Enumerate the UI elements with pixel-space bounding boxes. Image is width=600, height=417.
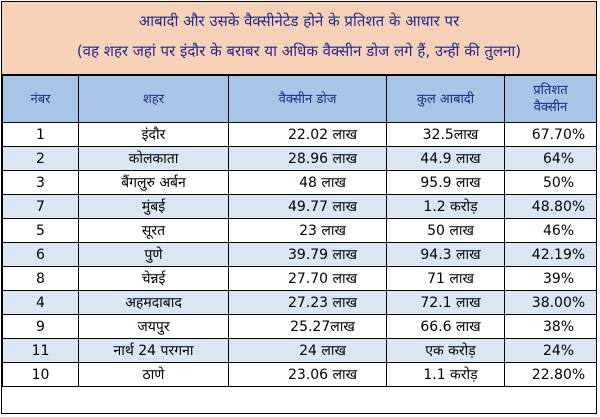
title-block: आबादी और उसके वैक्सीनेटेड होने के प्रतिश… — [2, 2, 596, 75]
row-doses: 22.02 लाख — [228, 122, 387, 147]
row-city: इंदौर — [78, 122, 229, 147]
table-row: 6 पुणे 39.79 लाख 94.3 लाख 42.19% — [2, 242, 597, 267]
row-percent: 64% — [504, 146, 597, 171]
row-percent: 39% — [504, 266, 597, 291]
table-row: 5 सूरत 23 लाख 50 लाख 46% — [2, 218, 597, 243]
row-percent: 38.00% — [504, 290, 597, 315]
row-number: 3 — [2, 170, 79, 195]
table-row: 4 अहमदाबाद 27.23 लाख 72.1 लाख 38.00% — [2, 290, 597, 315]
title-subtitle: (वह शहर जहां पर इंदौर के बराबर या अधिक व… — [76, 42, 522, 60]
header-percent: प्रतिशत वैक्सीन — [504, 75, 597, 123]
row-percent: 24% — [504, 338, 597, 363]
row-percent: 38% — [504, 314, 597, 339]
header-population: कुल आबादी — [386, 75, 505, 123]
row-doses: 24 लाख — [228, 338, 387, 363]
header-percent-line2: वैक्सीन — [533, 100, 568, 115]
row-city: बैंगलुरु अर्बन — [78, 170, 229, 195]
row-population: 1.1 करोड़ — [386, 362, 505, 387]
row-number: 9 — [2, 314, 79, 339]
row-number: 4 — [2, 290, 79, 315]
row-city: अहमदाबाद — [78, 290, 229, 315]
row-percent: 48.80% — [504, 194, 597, 219]
row-percent: 67.70% — [504, 122, 597, 147]
row-city: ठाणे — [78, 362, 229, 387]
row-number: 2 — [2, 146, 79, 171]
row-number: 6 — [2, 242, 79, 267]
row-doses: 48 लाख — [228, 170, 387, 195]
row-number: 8 — [2, 266, 79, 291]
row-population: 72.1 लाख — [386, 290, 505, 315]
row-population: 1.2 करोड़ — [386, 194, 505, 219]
table-body: 1 इंदौर 22.02 लाख 32.5लाख 67.70% 2 कोलकाता 28.9… — [2, 122, 597, 387]
row-number: 10 — [2, 362, 79, 387]
table-row: 7 मुंबई 49.77 लाख 1.2 करोड़ 48.80% — [2, 194, 597, 219]
row-doses: 49.77 लाख — [228, 194, 387, 219]
row-doses: 25.27लाख — [228, 314, 387, 339]
row-number: 1 — [2, 122, 79, 147]
row-doses: 27.70 लाख — [228, 266, 387, 291]
row-population: 95.9 लाख — [386, 170, 505, 195]
table-row: 10 ठाणे 23.06 लाख 1.1 करोड़ 22.80% — [2, 362, 597, 387]
table-header: नंबर शहर वैक्सीन डोज कुल आबादी प्रतिशत व… — [2, 75, 597, 123]
row-city: मुंबई — [78, 194, 229, 219]
row-city: नार्थ 24 परगना — [78, 338, 229, 363]
header-row: नंबर शहर वैक्सीन डोज कुल आबादी प्रतिशत व… — [2, 75, 597, 123]
row-population: 71 लाख — [386, 266, 505, 291]
row-city: जयपुर — [78, 314, 229, 339]
row-percent: 22.80% — [504, 362, 597, 387]
row-city: पुणे — [78, 242, 229, 267]
table-row: 2 कोलकाता 28.96 लाख 44.9 लाख 64% — [2, 146, 597, 171]
header-percent-line1: प्रतिशत — [533, 83, 568, 98]
row-population: 50 लाख — [386, 218, 505, 243]
row-population: एक करोड़ — [386, 338, 505, 363]
row-city: चेन्नई — [78, 266, 229, 291]
table-row: 11 नार्थ 24 परगना 24 लाख एक करोड़ 24% — [2, 338, 597, 363]
vaccination-table: नंबर शहर वैक्सीन डोज कुल आबादी प्रतिशत व… — [2, 75, 597, 387]
title-main: आबादी और उसके वैक्सीनेटेड होने के प्रतिश… — [138, 12, 460, 30]
row-doses: 39.79 लाख — [228, 242, 387, 267]
row-percent: 50% — [504, 170, 597, 195]
row-doses: 23.06 लाख — [228, 362, 387, 387]
row-population: 44.9 लाख — [386, 146, 505, 171]
header-doses: वैक्सीन डोज — [228, 75, 387, 123]
row-population: 32.5लाख — [386, 122, 505, 147]
row-percent: 46% — [504, 218, 597, 243]
row-city: सूरत — [78, 218, 229, 243]
table-row: 8 चेन्नई 27.70 लाख 71 लाख 39% — [2, 266, 597, 291]
row-number: 11 — [2, 338, 79, 363]
header-city: शहर — [78, 75, 229, 123]
row-number: 5 — [2, 218, 79, 243]
row-number: 7 — [2, 194, 79, 219]
row-doses: 27.23 लाख — [228, 290, 387, 315]
row-percent: 42.19% — [504, 242, 597, 267]
table-row: 9 जयपुर 25.27लाख 66.6 लाख 38% — [2, 314, 597, 339]
row-doses: 28.96 लाख — [228, 146, 387, 171]
row-city: कोलकाता — [78, 146, 229, 171]
table-row: 1 इंदौर 22.02 लाख 32.5लाख 67.70% — [2, 122, 597, 147]
row-population: 94.3 लाख — [386, 242, 505, 267]
row-population: 66.6 लाख — [386, 314, 505, 339]
row-doses: 23 लाख — [228, 218, 387, 243]
table-row: 3 बैंगलुरु अर्बन 48 लाख 95.9 लाख 50% — [2, 170, 597, 195]
header-number: नंबर — [2, 75, 79, 123]
